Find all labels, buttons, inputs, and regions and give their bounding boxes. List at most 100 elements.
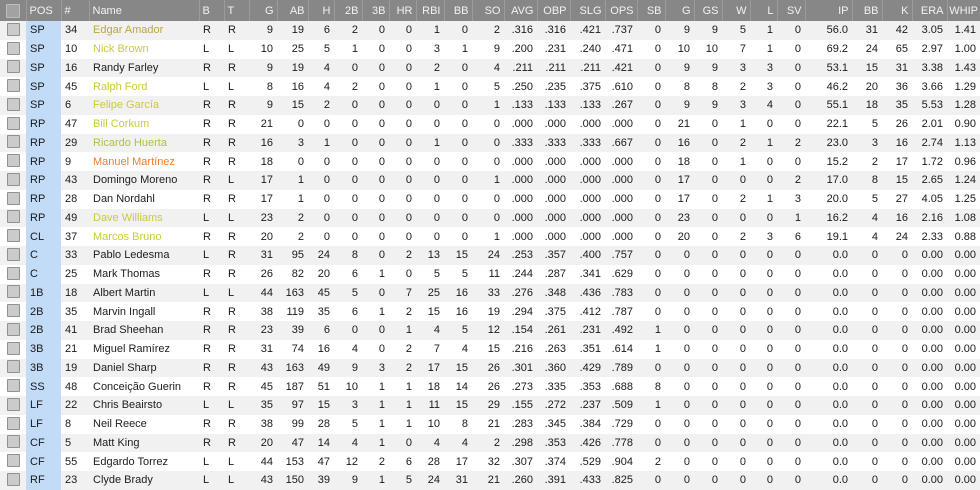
- col-header-pbb[interactable]: BB: [851, 0, 882, 21]
- player-name-link[interactable]: Dave Williams: [89, 208, 199, 228]
- player-name-link[interactable]: Domingo Moreno: [89, 171, 199, 190]
- col-header-t[interactable]: T: [223, 0, 249, 21]
- cell-select: [0, 414, 26, 434]
- row-checkbox[interactable]: [6, 472, 20, 486]
- col-header-pgs[interactable]: GS: [693, 0, 722, 21]
- col-header-h[interactable]: H: [307, 0, 334, 21]
- col-header-num[interactable]: #: [60, 0, 89, 21]
- player-name-link[interactable]: Mark Thomas: [89, 264, 199, 284]
- row-checkbox[interactable]: [6, 135, 20, 149]
- row-checkbox[interactable]: [6, 191, 20, 205]
- cell-h: 4: [308, 58, 334, 78]
- row-checkbox[interactable]: [6, 379, 20, 393]
- col-header-psv[interactable]: SV: [776, 0, 805, 21]
- col-header-g[interactable]: G: [248, 0, 277, 21]
- cell-psv: 0: [777, 358, 805, 378]
- col-header-ops[interactable]: OPS: [604, 0, 637, 21]
- player-name-link[interactable]: Brad Sheehan: [89, 321, 199, 340]
- col-header-b3[interactable]: 3B: [361, 0, 389, 21]
- cell-pw: 0: [722, 246, 750, 265]
- cell-h: 1: [308, 133, 334, 153]
- player-name-link[interactable]: Daniel Sharp: [89, 358, 199, 378]
- player-name-link[interactable]: Edgar Amador: [89, 21, 199, 40]
- col-header-sb[interactable]: SB: [636, 0, 665, 21]
- row-checkbox[interactable]: [6, 341, 20, 355]
- row-checkbox[interactable]: [6, 247, 20, 261]
- cell-pw: 0: [722, 396, 750, 415]
- player-name-link[interactable]: Conceição Guerin: [89, 377, 199, 396]
- cell-ip: 69.2: [805, 39, 852, 59]
- player-name-link[interactable]: Randy Farley: [89, 58, 199, 78]
- row-checkbox[interactable]: [6, 172, 20, 186]
- col-header-hr[interactable]: HR: [388, 0, 416, 21]
- player-name-link[interactable]: Pablo Ledesma: [89, 246, 199, 265]
- col-header-obp[interactable]: OBP: [536, 0, 570, 21]
- row-checkbox[interactable]: [6, 266, 20, 280]
- col-header-pg[interactable]: G: [664, 0, 694, 21]
- col-header-pos[interactable]: POS: [25, 0, 61, 21]
- cell-obp: .211: [537, 58, 570, 78]
- row-checkbox[interactable]: [6, 60, 20, 74]
- col-header-avg[interactable]: AVG: [503, 0, 537, 21]
- cell-era: 4.05: [912, 189, 947, 209]
- col-header-name[interactable]: Name: [88, 0, 199, 21]
- player-name-link[interactable]: Felipe García: [89, 96, 199, 115]
- row-checkbox[interactable]: [6, 322, 20, 336]
- cell-hr: 1: [389, 396, 416, 415]
- player-name-link[interactable]: Edgardo Torrez: [89, 452, 199, 471]
- player-name-link[interactable]: Ralph Ford: [89, 77, 199, 96]
- player-name-link[interactable]: Miguel Ramírez: [89, 339, 199, 359]
- player-name-link[interactable]: Matt King: [89, 433, 199, 453]
- col-header-era[interactable]: ERA: [911, 0, 947, 21]
- cell-pos: RP: [26, 114, 61, 134]
- col-header-b2[interactable]: 2B: [333, 0, 362, 21]
- player-name-link[interactable]: Nick Brown: [89, 39, 199, 59]
- col-header-b[interactable]: B: [198, 0, 224, 21]
- cell-rbi: 24: [416, 471, 444, 490]
- row-checkbox[interactable]: [6, 304, 20, 318]
- player-name-link[interactable]: Dan Nordahl: [89, 189, 199, 209]
- col-header-rbi[interactable]: RBI: [415, 0, 444, 21]
- col-header-pl[interactable]: L: [749, 0, 777, 21]
- cell-select: [0, 114, 26, 134]
- player-name-link[interactable]: Clyde Brady: [89, 471, 199, 490]
- select-all-checkbox[interactable]: [5, 3, 20, 18]
- col-header-pw[interactable]: W: [721, 0, 750, 21]
- col-header-ip[interactable]: IP: [804, 0, 852, 21]
- cell-ops: .610: [605, 77, 637, 96]
- row-checkbox[interactable]: [6, 210, 20, 224]
- row-checkbox[interactable]: [6, 454, 20, 468]
- row-checkbox[interactable]: [6, 41, 20, 55]
- row-checkbox[interactable]: [6, 285, 20, 299]
- row-checkbox[interactable]: [6, 79, 20, 93]
- cell-pos: RP: [26, 133, 61, 153]
- col-header-bb[interactable]: BB: [443, 0, 472, 21]
- row-checkbox[interactable]: [6, 154, 20, 168]
- player-name-link[interactable]: Chris Beairsto: [89, 396, 199, 415]
- player-name-link[interactable]: Albert Martin: [89, 283, 199, 303]
- col-header-select[interactable]: [0, 0, 26, 21]
- player-name-link[interactable]: Ricardo Huerta: [89, 133, 199, 153]
- row-checkbox[interactable]: [6, 229, 20, 243]
- player-name-link[interactable]: Marcos Bruno: [89, 227, 199, 246]
- row-checkbox[interactable]: [6, 435, 20, 449]
- col-header-ab[interactable]: AB: [276, 0, 308, 21]
- player-name-link[interactable]: Manuel Martínez: [89, 152, 199, 171]
- row-checkbox[interactable]: [6, 416, 20, 430]
- cell-b: R: [199, 114, 224, 134]
- row-checkbox[interactable]: [6, 97, 20, 111]
- col-header-so[interactable]: SO: [471, 0, 504, 21]
- cell-pbb: 0: [852, 358, 882, 378]
- col-header-whip[interactable]: WHIP: [946, 0, 980, 21]
- col-header-slg[interactable]: SLG: [569, 0, 605, 21]
- cell-pl: 0: [750, 396, 777, 415]
- player-name-link[interactable]: Bill Corkum: [89, 114, 199, 134]
- row-checkbox[interactable]: [6, 116, 20, 130]
- player-name-link[interactable]: Marvin Ingall: [89, 302, 199, 321]
- row-checkbox[interactable]: [6, 397, 20, 411]
- cell-pk: 0: [882, 339, 912, 359]
- col-header-pk[interactable]: K: [881, 0, 912, 21]
- player-name-link[interactable]: Neil Reece: [89, 414, 199, 434]
- row-checkbox[interactable]: [6, 22, 20, 36]
- row-checkbox[interactable]: [6, 360, 20, 374]
